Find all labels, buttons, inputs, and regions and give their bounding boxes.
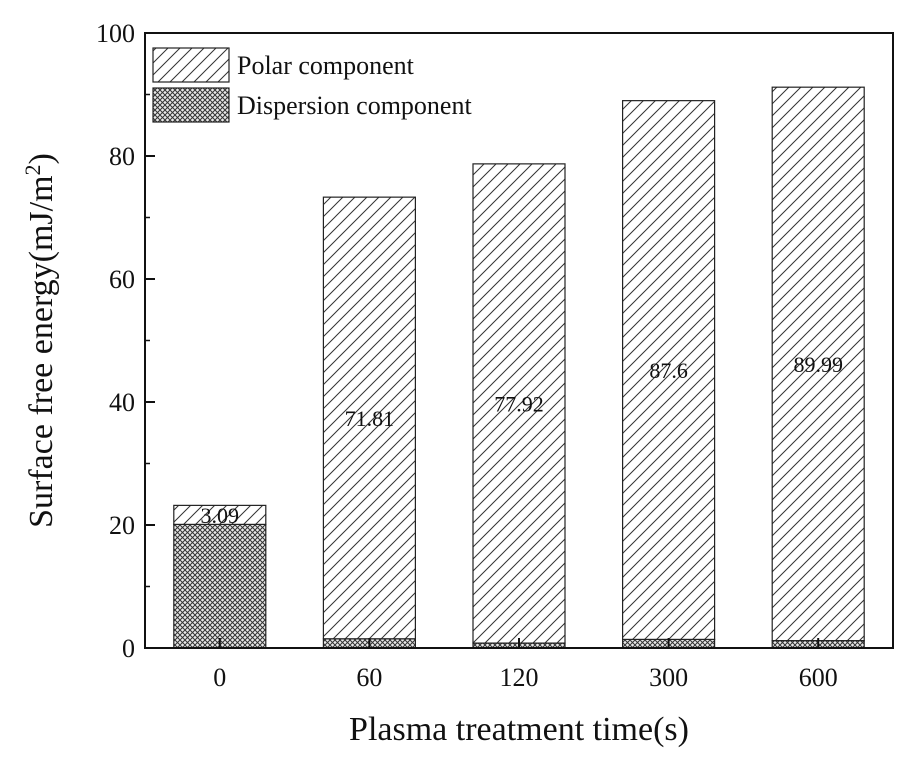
x-tick-label-300: 300 <box>649 663 688 692</box>
y-tick-label-20: 20 <box>109 511 135 540</box>
bars-layer: 3.09 71.81 77.92 87.6 89.99 <box>173 86 865 649</box>
legend-swatch-0 <box>152 47 230 83</box>
bar-polar-120 <box>472 163 566 644</box>
x-axis-title: Plasma treatment time(s) <box>349 711 689 748</box>
x-tick-label-600: 600 <box>799 663 838 692</box>
y-tick-label-40: 40 <box>109 388 135 417</box>
y-axis-title-main: Surface free energy(mJ/m <box>23 175 60 527</box>
x-tick-label-0: 0 <box>213 663 226 692</box>
legend-label-1: Dispersion component <box>237 91 472 120</box>
data-label-120: 77.92 <box>494 391 544 416</box>
data-label-300: 87.6 <box>649 358 688 383</box>
y-axis-title-close: ) <box>23 153 60 164</box>
y-tick-label-100: 100 <box>96 19 135 48</box>
x-tick-label-60: 60 <box>356 663 382 692</box>
y-axis-title-superscript: 2 <box>20 164 45 175</box>
x-tick-label-120: 120 <box>500 663 539 692</box>
axes-layer: 0 20 40 60 80 100 0 60 120 300 600 Plasma treatment… <box>20 19 894 748</box>
y-axis-title: Surface free energy(mJ/m2) <box>20 153 60 528</box>
y-tick-label-60: 60 <box>109 265 135 294</box>
bar-dispersion-0 <box>173 523 267 649</box>
bar-polar-300 <box>621 100 716 640</box>
bar-polar-60 <box>322 196 416 640</box>
legend-label-0: Polar component <box>237 51 415 80</box>
data-label-60: 71.81 <box>345 406 395 431</box>
legend: Polar component Dispersion component <box>152 47 472 123</box>
y-tick-label-0: 0 <box>122 634 135 663</box>
data-label-0: 3.09 <box>201 503 240 528</box>
data-label-600: 89.99 <box>793 352 843 377</box>
legend-swatch-1 <box>152 87 230 123</box>
y-tick-label-80: 80 <box>109 142 135 171</box>
bar-polar-0 <box>173 504 267 525</box>
bar-polar-600 <box>771 86 865 642</box>
